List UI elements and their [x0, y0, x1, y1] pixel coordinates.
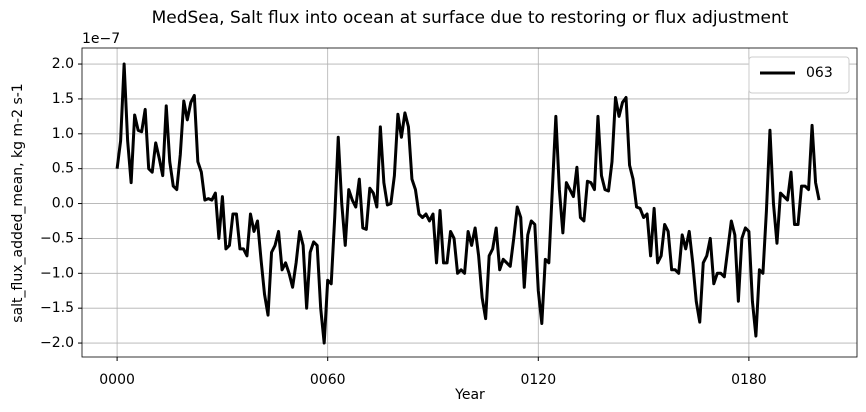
plot-frame — [81, 47, 858, 358]
offset-text: 1e−7 — [82, 31, 120, 47]
y-tick-label: 0.5 — [52, 161, 74, 177]
data-line — [115, 62, 821, 345]
y-tick-label: 1.5 — [52, 91, 74, 107]
y-tick-label: 2.0 — [52, 56, 74, 72]
y-tick-label: −1.0 — [40, 265, 74, 281]
y-tick-label: 1.0 — [52, 126, 74, 142]
legend-box — [748, 56, 850, 94]
y-tick-label: −1.5 — [40, 300, 74, 316]
y-axis-label: salt_flux_added_mean, kg m-2 s-1 — [10, 83, 26, 322]
x-tick-label: 0120 — [520, 372, 556, 388]
y-tick-label: −2.0 — [40, 335, 74, 351]
x-tick-label: 0180 — [731, 372, 767, 388]
x-axis-label: Year — [454, 387, 485, 403]
x-tick-label: 0060 — [310, 372, 346, 388]
x-tick-label: 0000 — [99, 372, 135, 388]
chart-title: MedSea, Salt flux into ocean at surface … — [152, 8, 789, 28]
legend-label: 063 — [806, 65, 833, 81]
y-tick-label: −0.5 — [40, 230, 74, 246]
y-tick-label: 0.0 — [52, 196, 74, 212]
